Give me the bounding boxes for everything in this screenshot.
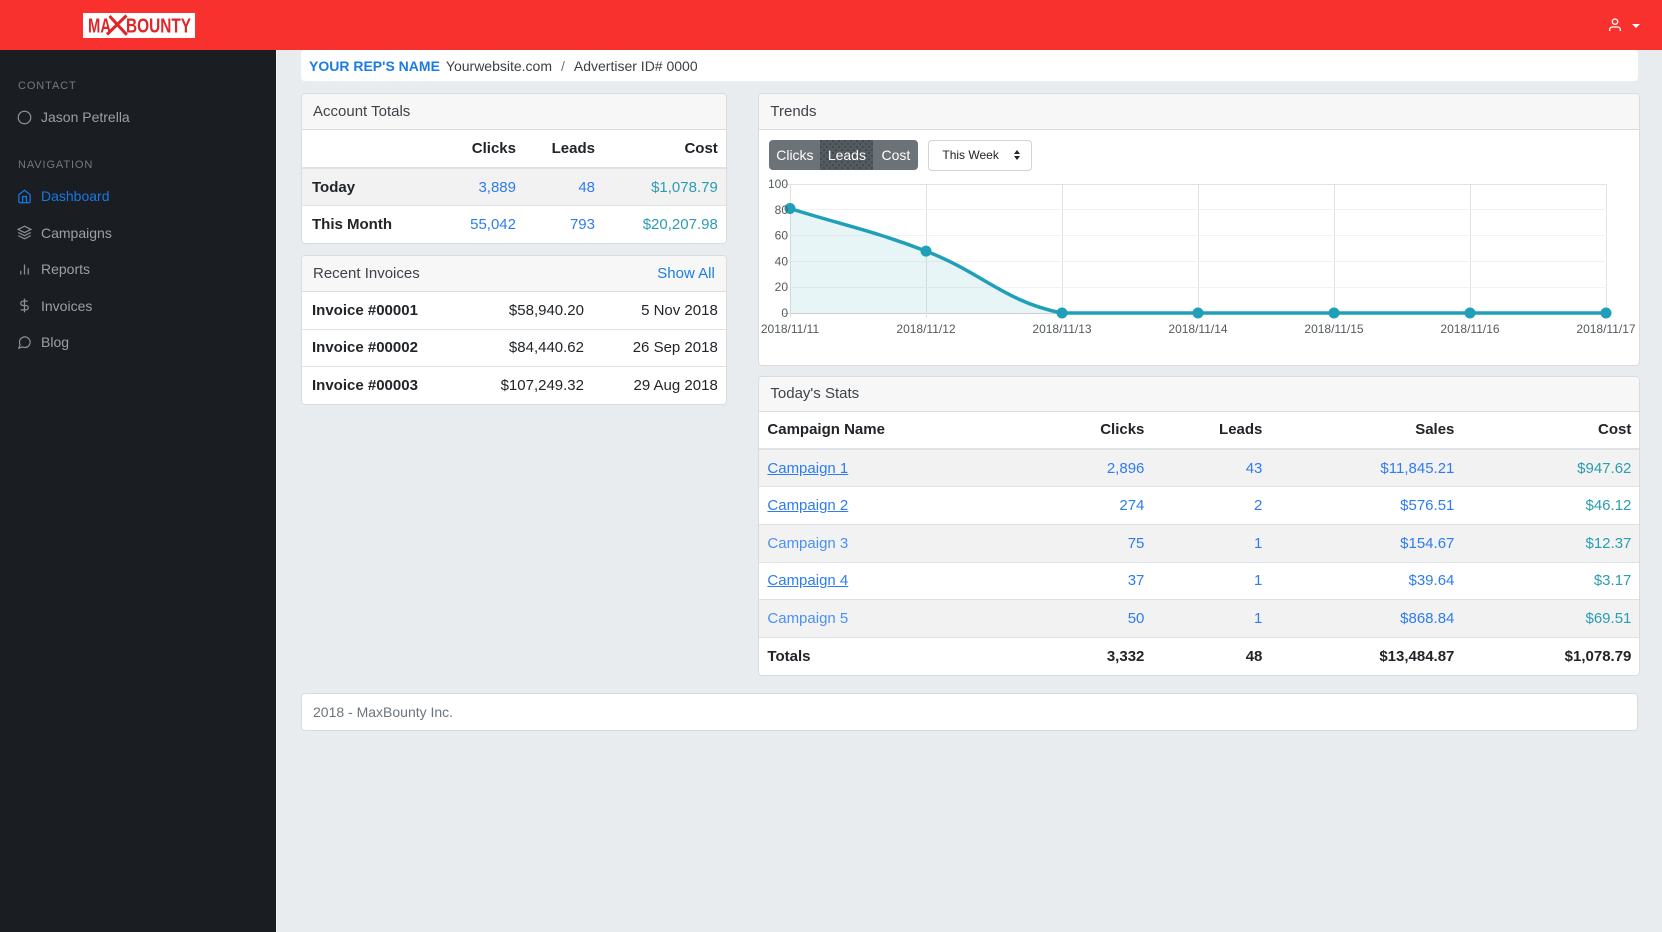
svg-text:2018/11/11: 2018/11/11 [761,322,820,336]
svg-text:BOUNTY: BOUNTY [126,15,192,37]
svg-text:MA: MA [88,15,111,37]
svg-text:2018/11/14: 2018/11/14 [1169,322,1228,336]
svg-text:80: 80 [775,202,789,216]
svg-text:20: 20 [775,280,789,294]
svg-text:100: 100 [768,177,788,191]
svg-text:2018/11/15: 2018/11/15 [1305,322,1364,336]
svg-text:40: 40 [775,254,789,268]
svg-text:60: 60 [775,228,789,242]
svg-text:0: 0 [782,306,789,320]
svg-text:2018/11/12: 2018/11/12 [897,322,956,336]
svg-text:2018/11/13: 2018/11/13 [1033,322,1092,336]
svg-text:2018/11/17: 2018/11/17 [1577,322,1636,336]
svg-text:2018/11/16: 2018/11/16 [1441,322,1500,336]
